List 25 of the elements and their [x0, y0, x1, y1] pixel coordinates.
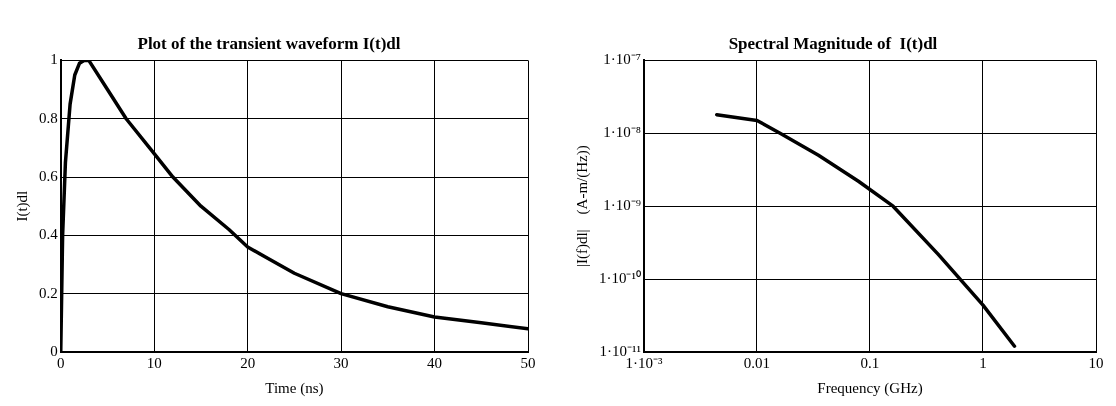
y-tick-label: 0.6	[39, 167, 59, 184]
x-tick-label: 0.1	[860, 354, 880, 371]
chart-title: Plot of the transient waveform I(t)dl	[137, 33, 401, 53]
x-tick-label: 20	[240, 354, 256, 371]
y-axis-title: |I(f)dl| (A-m/(Hz))	[573, 145, 591, 268]
x-tick-label: 30	[333, 354, 349, 371]
y-tick-label: 0.2	[39, 284, 58, 301]
x-tick-label: 0.01	[743, 354, 771, 371]
y-tick-label: 1	[50, 51, 58, 68]
x-tick-label: 10	[1088, 354, 1104, 371]
x-tick-label: 10	[146, 354, 162, 371]
chart-title: Spectral Magnitude of I(t)dl	[728, 33, 938, 53]
x-tick-label: 40	[427, 354, 443, 371]
x-tick-label: 50	[520, 354, 536, 371]
y-tick-label: 1·10⁻⁸	[603, 124, 641, 141]
y-tick-label: 0.4	[39, 226, 59, 243]
y-tick-label: 0	[50, 342, 58, 359]
y-tick-label: 1·10⁻⁹	[603, 197, 641, 214]
y-tick-label: 0.8	[39, 109, 58, 126]
x-tick-label: 1	[979, 354, 987, 371]
x-axis-title: Time (ns)	[265, 379, 324, 397]
x-axis-title: Frequency (GHz)	[817, 379, 923, 397]
y-axis-title: I(t)dl	[13, 190, 31, 222]
y-tick-label: 1·10⁻⁷	[603, 51, 641, 68]
y-tick-label: 1·10⁻¹⁰	[598, 270, 641, 287]
